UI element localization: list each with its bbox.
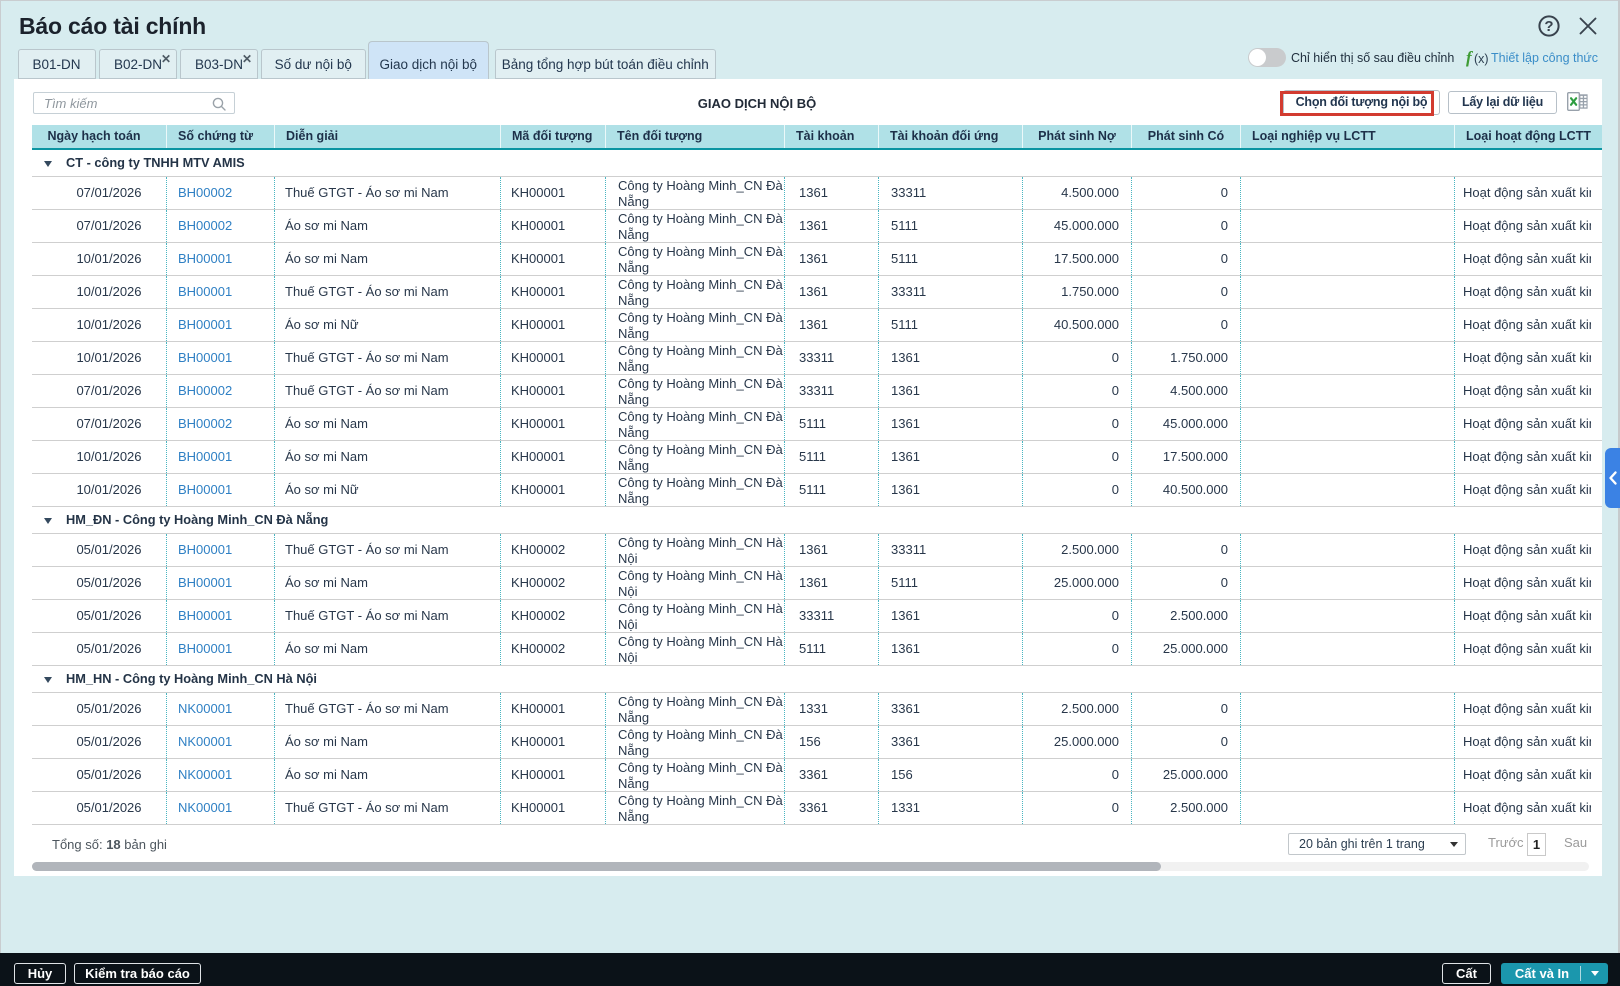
svg-text:?: ? <box>1544 18 1553 35</box>
